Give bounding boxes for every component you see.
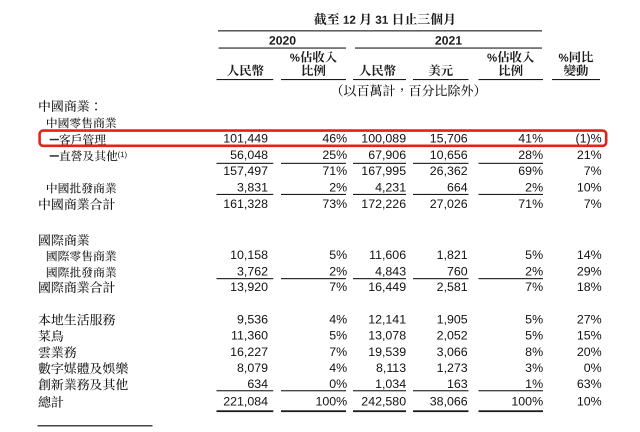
svg-text:10,656: 10,656 — [430, 148, 468, 162]
svg-text:67,906: 67,906 — [368, 148, 406, 162]
svg-text:167,995: 167,995 — [361, 164, 406, 178]
svg-text:27,026: 27,026 — [430, 197, 468, 211]
svg-text:760: 760 — [447, 265, 468, 279]
svg-text:10%: 10% — [577, 395, 602, 409]
svg-text:28%: 28% — [518, 148, 543, 162]
svg-text:8%: 8% — [525, 345, 543, 359]
svg-text:172,226: 172,226 — [361, 197, 406, 211]
svg-text:7%: 7% — [525, 280, 543, 294]
svg-text:(1)%: (1)% — [576, 132, 602, 146]
svg-text:161,328: 161,328 — [223, 197, 268, 211]
svg-text:29%: 29% — [577, 265, 602, 279]
svg-text:69%: 69% — [518, 164, 543, 178]
svg-text:56,048: 56,048 — [230, 148, 268, 162]
svg-text:2%: 2% — [329, 180, 347, 194]
svg-text:100%: 100% — [511, 395, 543, 409]
svg-text:25%: 25% — [322, 148, 347, 162]
svg-text:8,113: 8,113 — [376, 361, 406, 375]
svg-text:1,905: 1,905 — [437, 312, 468, 326]
svg-text:664: 664 — [447, 180, 468, 194]
svg-text:10,158: 10,158 — [230, 248, 268, 262]
svg-text:4,843: 4,843 — [375, 265, 406, 279]
svg-text:16,227: 16,227 — [230, 345, 268, 359]
svg-text:8,079: 8,079 — [237, 361, 268, 375]
svg-text:7%: 7% — [584, 164, 602, 178]
svg-text:157,497: 157,497 — [223, 164, 268, 178]
svg-text:38,066: 38,066 — [430, 395, 468, 409]
svg-text:5%: 5% — [329, 329, 347, 343]
svg-text:16,449: 16,449 — [368, 280, 406, 294]
svg-text:2%: 2% — [525, 265, 543, 279]
svg-text:1,821: 1,821 — [437, 248, 468, 262]
svg-text:3%: 3% — [525, 361, 543, 375]
svg-text:7%: 7% — [329, 345, 347, 359]
svg-text:18%: 18% — [577, 280, 602, 294]
svg-text:1%: 1% — [525, 377, 543, 391]
svg-text:15,706: 15,706 — [430, 132, 468, 146]
svg-text:63%: 63% — [577, 377, 602, 391]
svg-text:15%: 15% — [577, 329, 602, 343]
svg-text:71%: 71% — [322, 164, 347, 178]
svg-text:221,084: 221,084 — [223, 395, 268, 409]
svg-text:5%: 5% — [525, 312, 543, 326]
svg-text:2,052: 2,052 — [437, 329, 468, 343]
svg-text:9,536: 9,536 — [237, 312, 268, 326]
svg-text:73%: 73% — [322, 197, 347, 211]
svg-text:11,360: 11,360 — [231, 329, 268, 343]
svg-text:21%: 21% — [577, 148, 602, 162]
svg-text:14%: 14% — [577, 248, 602, 262]
svg-text:4%: 4% — [329, 312, 347, 326]
svg-text:2,581: 2,581 — [437, 280, 468, 294]
svg-text:12,141: 12,141 — [368, 312, 406, 326]
svg-text:7%: 7% — [329, 280, 347, 294]
svg-text:26,362: 26,362 — [430, 164, 468, 178]
svg-text:19,539: 19,539 — [368, 345, 406, 359]
svg-text:100,089: 100,089 — [361, 132, 406, 146]
svg-text:4%: 4% — [329, 361, 347, 375]
svg-text:13,920: 13,920 — [230, 280, 268, 294]
svg-text:20%: 20% — [577, 345, 602, 359]
svg-text:4,231: 4,231 — [375, 180, 406, 194]
svg-text:13,078: 13,078 — [368, 329, 406, 343]
svg-text:100%: 100% — [315, 395, 347, 409]
svg-text:2%: 2% — [329, 265, 347, 279]
svg-text:3,831: 3,831 — [237, 180, 268, 194]
svg-text:10%: 10% — [577, 180, 602, 194]
svg-text:3,066: 3,066 — [437, 345, 468, 359]
svg-text:5%: 5% — [525, 329, 543, 343]
svg-text:46%: 46% — [322, 132, 347, 146]
svg-text:634: 634 — [247, 377, 268, 391]
svg-text:3,762: 3,762 — [237, 265, 268, 279]
svg-text:163: 163 — [447, 377, 468, 391]
svg-text:0%: 0% — [329, 377, 347, 391]
svg-text:5%: 5% — [525, 248, 543, 262]
svg-text:41%: 41% — [518, 132, 543, 146]
svg-text:0%: 0% — [584, 361, 602, 375]
svg-text:71%: 71% — [518, 197, 543, 211]
svg-text:1,034: 1,034 — [375, 377, 406, 391]
svg-text:11,606: 11,606 — [369, 248, 406, 262]
svg-text:27%: 27% — [577, 312, 602, 326]
svg-text:1,273: 1,273 — [437, 361, 468, 375]
svg-text:2%: 2% — [525, 180, 543, 194]
svg-text:101,449: 101,449 — [223, 132, 268, 146]
svg-text:5%: 5% — [329, 248, 347, 262]
svg-text:7%: 7% — [584, 197, 602, 211]
svg-text:242,580: 242,580 — [361, 395, 406, 409]
